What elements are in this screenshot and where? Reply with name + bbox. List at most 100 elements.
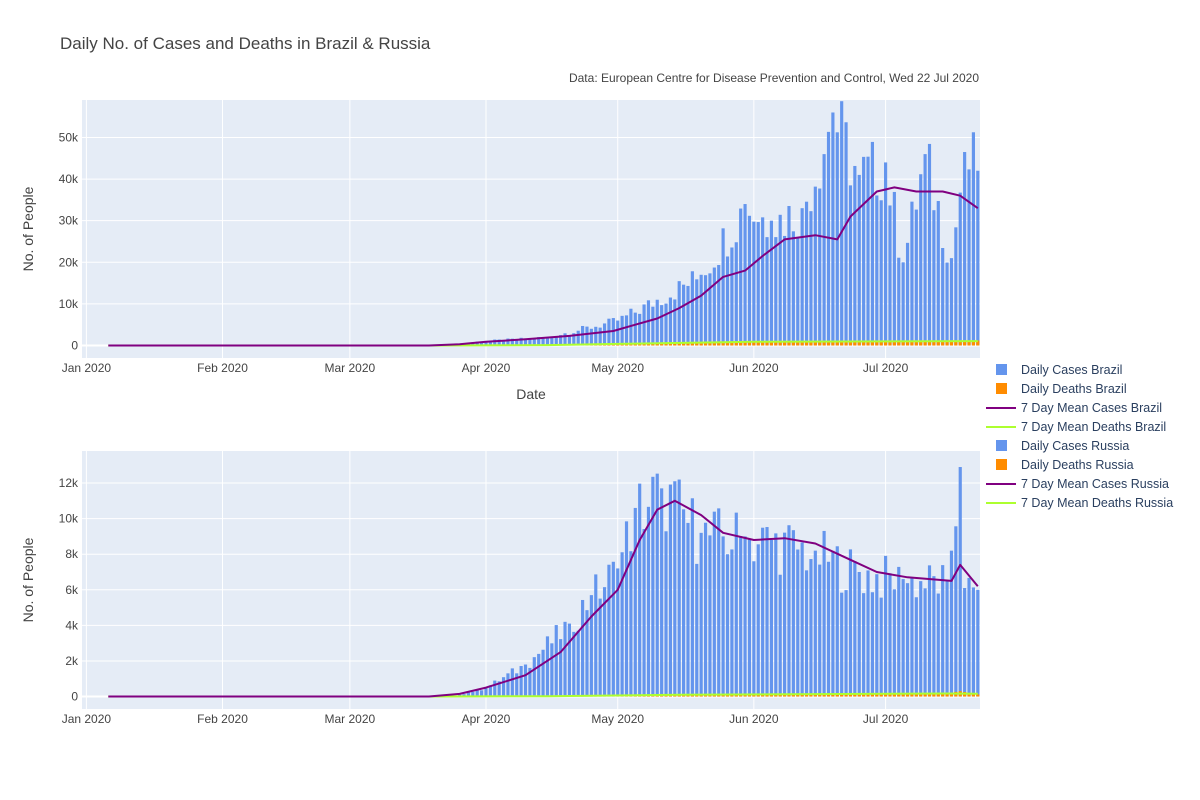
legend-item[interactable]: Daily Cases Russia — [986, 436, 1173, 455]
daily-cases-bar — [589, 328, 593, 346]
daily-deaths-bar — [734, 341, 738, 346]
daily-deaths-bar — [840, 341, 844, 346]
daily-deaths-bar — [857, 341, 861, 346]
daily-deaths-bar — [835, 693, 839, 697]
daily-deaths-bar — [958, 340, 962, 346]
daily-cases-bar — [554, 336, 558, 346]
daily-cases-bar — [620, 315, 624, 346]
y-tick-label: 0 — [71, 690, 78, 704]
daily-deaths-bar — [905, 340, 910, 346]
daily-cases-bar — [840, 101, 844, 346]
daily-cases-bar — [905, 242, 910, 346]
daily-cases-bar — [686, 522, 690, 697]
daily-deaths-bar — [910, 693, 914, 697]
daily-deaths-bar — [967, 340, 971, 346]
legend-label: 7 Day Mean Deaths Russia — [1021, 495, 1174, 510]
x-tick-label: Mar 2020 — [325, 361, 376, 375]
daily-cases-bar — [581, 325, 585, 346]
daily-cases-bar — [848, 185, 853, 346]
daily-deaths-bar — [774, 694, 778, 697]
daily-cases-bar — [638, 313, 642, 346]
daily-cases-bar — [892, 191, 896, 346]
daily-cases-bar — [870, 141, 874, 346]
daily-cases-bar — [897, 566, 901, 697]
daily-deaths-bar — [971, 340, 975, 346]
legend[interactable]: Daily Cases Brazil Daily Deaths Brazil 7 D… — [986, 360, 1173, 512]
daily-deaths-bar — [787, 694, 791, 697]
daily-cases-bar — [747, 215, 752, 346]
daily-deaths-bar — [796, 341, 800, 346]
daily-cases-bar — [567, 334, 572, 346]
daily-cases-bar — [690, 271, 694, 346]
daily-cases-bar — [651, 476, 655, 697]
legend-item[interactable]: 7 Day Mean Deaths Brazil — [986, 417, 1173, 436]
daily-cases-bar — [585, 326, 589, 346]
legend-item[interactable]: 7 Day Mean Cases Brazil — [986, 398, 1173, 417]
daily-deaths-bar — [804, 694, 809, 697]
daily-deaths-bar — [949, 692, 954, 697]
legend-item[interactable]: 7 Day Mean Deaths Russia — [986, 493, 1173, 512]
legend-item[interactable]: Daily Deaths Russia — [986, 455, 1173, 474]
daily-cases-bar — [563, 333, 567, 346]
daily-cases-bar — [594, 574, 598, 697]
daily-cases-bar — [941, 565, 945, 697]
legend-line-swatch — [986, 401, 1016, 415]
legend-item[interactable]: 7 Day Mean Cases Russia — [986, 474, 1173, 493]
daily-deaths-bar — [945, 693, 949, 697]
daily-cases-bar — [818, 188, 822, 346]
daily-deaths-bar — [914, 340, 918, 346]
daily-deaths-bar — [897, 693, 901, 697]
daily-deaths-bar — [822, 341, 826, 346]
daily-cases-bar — [480, 690, 484, 697]
daily-cases-bar — [510, 338, 514, 346]
daily-deaths-bar — [879, 693, 883, 697]
daily-deaths-bar — [651, 343, 655, 346]
daily-cases-bar — [958, 192, 962, 346]
daily-deaths-bar — [941, 693, 945, 697]
daily-deaths-bar — [976, 694, 980, 697]
daily-deaths-bar — [879, 340, 883, 346]
daily-cases-bar — [655, 299, 659, 346]
legend-swatch-mark — [995, 440, 1007, 451]
daily-cases-bar — [545, 636, 550, 697]
daily-cases-bar — [563, 621, 567, 697]
legend-item[interactable]: Daily Cases Brazil — [986, 360, 1173, 379]
legend-box-swatch — [986, 439, 1016, 453]
legend-item[interactable]: Daily Deaths Brazil — [986, 379, 1173, 398]
daily-deaths-bar — [739, 341, 743, 346]
daily-deaths-bar — [941, 340, 945, 346]
daily-deaths-bar — [791, 694, 795, 697]
daily-deaths-bar — [963, 340, 967, 346]
y-tick-label: 6k — [65, 583, 79, 597]
daily-cases-bar — [488, 340, 492, 346]
daily-deaths-bar — [892, 693, 896, 697]
daily-deaths-bar — [910, 340, 914, 346]
plot-area — [82, 100, 980, 358]
y-tick-label: 8k — [65, 547, 79, 561]
daily-cases-bar — [611, 561, 615, 697]
daily-cases-bar — [752, 561, 756, 697]
daily-cases-bar — [642, 529, 646, 697]
daily-cases-bar — [471, 691, 475, 697]
daily-deaths-bar — [695, 342, 699, 346]
daily-cases-bar — [949, 258, 954, 346]
plot-area — [82, 451, 980, 709]
daily-cases-bar — [752, 221, 756, 346]
daily-cases-bar — [493, 680, 497, 697]
x-axis-title: Date — [516, 386, 546, 402]
daily-cases-bar — [822, 530, 826, 697]
x-tick-label: Jan 2020 — [62, 361, 112, 375]
daily-cases-bar — [945, 262, 949, 346]
daily-cases-bar — [550, 336, 554, 346]
daily-deaths-bar — [813, 341, 817, 346]
daily-deaths-bar — [923, 340, 927, 346]
daily-cases-bar — [576, 630, 580, 697]
daily-deaths-bar — [725, 341, 730, 346]
daily-deaths-bar — [708, 342, 712, 346]
daily-cases-bar — [633, 312, 637, 346]
daily-cases-bar — [879, 200, 883, 346]
legend-swatch-mark — [995, 383, 1007, 394]
daily-cases-bar — [747, 539, 752, 697]
daily-cases-bar — [778, 214, 782, 346]
y-tick-label: 20k — [59, 255, 79, 269]
